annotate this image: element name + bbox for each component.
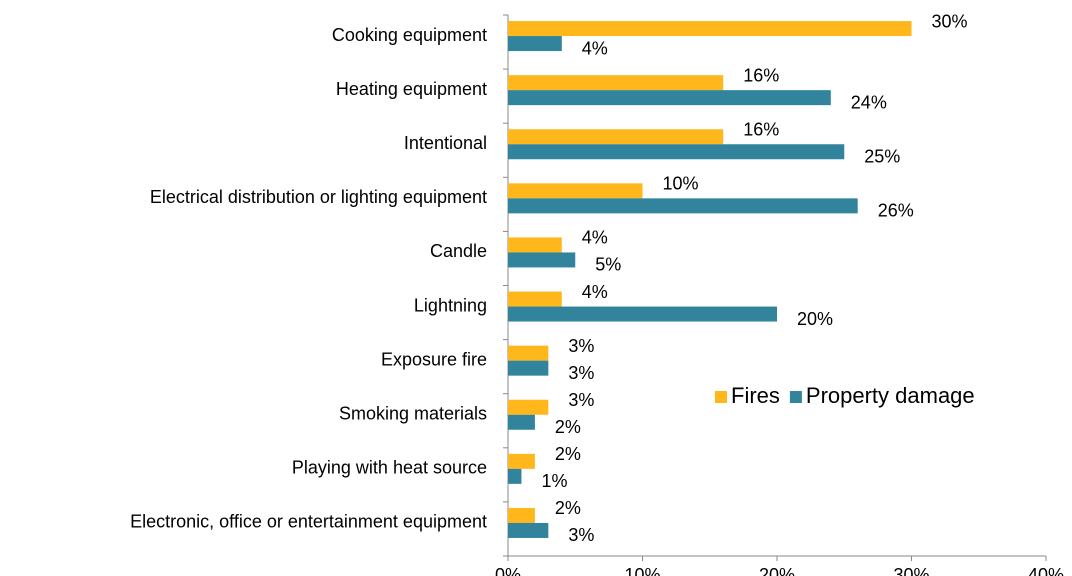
data-label: 1% <box>541 471 567 491</box>
bar <box>508 183 643 199</box>
data-label: 10% <box>663 174 699 194</box>
bar <box>508 522 549 538</box>
bar <box>508 252 576 268</box>
x-tick-label: 30% <box>893 565 929 576</box>
data-label: 3% <box>568 525 594 545</box>
bar <box>508 414 535 430</box>
data-label: 2% <box>555 417 581 437</box>
category-label: Heating equipment <box>336 79 487 99</box>
data-label: 2% <box>555 444 581 464</box>
bar <box>508 291 562 307</box>
data-label: 3% <box>568 363 594 383</box>
data-label: 30% <box>932 11 968 31</box>
category-label: Electrical distribution or lighting equi… <box>150 187 487 207</box>
bar <box>508 129 724 145</box>
bar <box>508 75 724 91</box>
data-label: 5% <box>595 255 621 275</box>
bar <box>508 198 858 214</box>
data-label: 4% <box>582 38 608 58</box>
bar <box>508 90 831 106</box>
bar <box>508 345 549 361</box>
category-label: Lightning <box>414 295 487 315</box>
x-tick-label: 0% <box>495 565 521 576</box>
legend-label: Fires <box>731 383 780 408</box>
category-label: Playing with heat source <box>292 458 487 478</box>
category-label: Cooking equipment <box>332 25 487 45</box>
data-label: 25% <box>864 147 900 167</box>
data-label: 16% <box>743 120 779 140</box>
data-label: 26% <box>878 201 914 221</box>
legend-swatch <box>715 391 727 403</box>
bar <box>508 144 845 160</box>
bar <box>508 21 912 37</box>
data-label: 16% <box>743 65 779 85</box>
bar <box>508 306 777 322</box>
category-label: Intentional <box>404 133 487 153</box>
bar <box>508 36 562 52</box>
data-label: 24% <box>851 92 887 112</box>
category-label: Exposure fire <box>381 349 487 369</box>
legend-swatch <box>789 391 802 403</box>
x-tick-label: 10% <box>624 565 660 576</box>
category-label: Candle <box>430 241 487 261</box>
data-label: 3% <box>568 336 594 356</box>
data-label: 2% <box>555 498 581 518</box>
category-label: Electronic, office or entertainment equi… <box>130 512 487 532</box>
bar <box>508 360 549 376</box>
data-label: 3% <box>568 390 594 410</box>
legend-label: Property damage <box>806 383 975 408</box>
bar <box>508 468 522 484</box>
bar <box>508 507 535 523</box>
data-label: 20% <box>797 309 833 329</box>
bar <box>508 453 535 469</box>
data-label: 4% <box>582 282 608 302</box>
x-tick-label: 20% <box>759 565 795 576</box>
data-label: 4% <box>582 228 608 248</box>
category-label: Smoking materials <box>339 404 487 424</box>
bar <box>508 399 549 415</box>
x-tick-label: 40% <box>1028 565 1064 576</box>
bar <box>508 237 562 253</box>
